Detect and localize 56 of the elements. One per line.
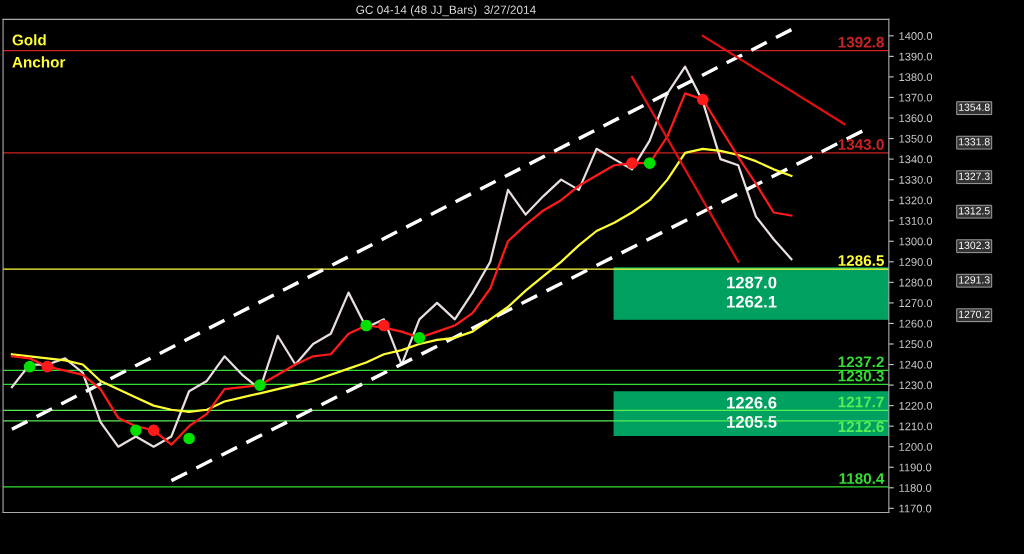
- y-tick-label: 1380.0: [899, 73, 933, 82]
- y-tick-label: 1340.0: [899, 155, 933, 164]
- y-tick-label: 1280.0: [899, 278, 933, 287]
- y-tick-label: 1390.0: [899, 52, 933, 61]
- point: [360, 319, 373, 332]
- ref-line-label: 1237.2: [838, 356, 884, 368]
- y-tick-label: 1190.0: [899, 463, 932, 472]
- point: [23, 360, 36, 373]
- text: 1302.3: [959, 241, 990, 249]
- ref-line-label: 1180.4: [839, 473, 885, 484]
- y-tick-label: 1180.0: [899, 484, 932, 492]
- text: 1331.8: [959, 138, 990, 146]
- y-tick-label: 1360.0: [899, 114, 933, 123]
- y-tick-label: 1250.0: [899, 340, 933, 349]
- y-tick-label: 1210.0: [899, 422, 933, 431]
- point: [378, 319, 390, 332]
- y-tick-label: 1320.0: [899, 196, 933, 205]
- text: 1270.2: [959, 310, 990, 319]
- y-tick-label: 1260.0: [899, 319, 933, 328]
- chart-title: GC 04-14 (48 JJ_Bars) 3/27/2014: [356, 5, 536, 17]
- point: [183, 432, 195, 445]
- ref-line-label: 1212.6: [838, 421, 884, 433]
- y-tick-label: 1370.0: [899, 93, 933, 102]
- text: 1327.3: [959, 172, 990, 180]
- y-tick-label: 1220.0: [899, 401, 933, 410]
- ref-line-label: 1392.8: [838, 36, 884, 48]
- point: [147, 424, 160, 437]
- y-tick-label: 1400.0: [899, 32, 933, 40]
- point: [41, 360, 54, 373]
- y-tick-label: 1330.0: [899, 175, 933, 184]
- y-tick-label: 1290.0: [899, 258, 933, 266]
- y-tick-label: 1240.0: [899, 360, 933, 369]
- y-tick-label: 1300.0: [899, 237, 933, 246]
- annotation: Gold: [12, 34, 46, 46]
- y-tick-label: 1230.0: [899, 381, 933, 390]
- text: 1354.8: [959, 103, 990, 111]
- y-tick-label: 1200.0: [899, 442, 933, 451]
- band-label: 1287.0 1262.1: [727, 276, 777, 308]
- point: [130, 424, 142, 437]
- ref-line-label: 1286.5: [838, 255, 884, 266]
- text: 1291.3: [959, 276, 990, 284]
- point: [254, 379, 266, 391]
- y-tick-label: 1310.0: [899, 216, 933, 225]
- ref-line-label: 1230.3: [838, 370, 884, 382]
- y-tick-label: 1270.0: [899, 299, 933, 308]
- point: [626, 157, 638, 170]
- point: [696, 93, 709, 106]
- point: [413, 331, 426, 344]
- y-tick-label: 1170.0: [899, 504, 932, 513]
- ref-line-label: 1217.7: [838, 396, 884, 408]
- band-label: 1226.6 1205.5: [727, 396, 777, 428]
- annotation: Anchor: [12, 56, 66, 68]
- ref-line-label: 1343.0: [838, 139, 884, 150]
- point: [643, 157, 656, 170]
- text: 1312.5: [959, 207, 990, 215]
- y-tick-label: 1350.0: [899, 134, 933, 143]
